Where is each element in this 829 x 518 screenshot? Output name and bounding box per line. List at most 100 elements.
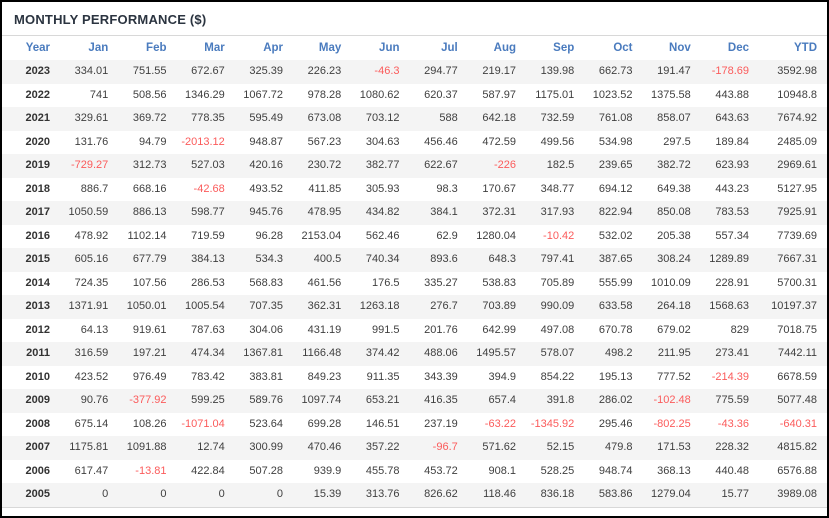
value-cell: 991.5 xyxy=(371,323,400,336)
value-cell: 493.52 xyxy=(249,182,283,195)
value-cell: -13.81 xyxy=(135,464,167,477)
table-row: 2009 90.76 -377.92 599.25 589.76 1097.74 653.2… xyxy=(2,389,827,413)
value-cell: 668.16 xyxy=(132,182,167,195)
value-cell: 348.77 xyxy=(540,182,575,195)
value-cell: 1346.29 xyxy=(184,88,225,101)
value-cell: -1071.04 xyxy=(181,417,225,430)
value-cell: 1175.01 xyxy=(535,88,575,101)
value-cell: 422.84 xyxy=(191,464,225,477)
value-cell: 176.5 xyxy=(371,276,400,289)
value-cell: -214.39 xyxy=(711,370,749,383)
value-cell: 1289.89 xyxy=(709,253,749,265)
value-cell: 662.73 xyxy=(598,65,633,77)
value-cell: 211.95 xyxy=(657,347,691,359)
value-cell: -102.48 xyxy=(653,394,691,406)
value-cell: 939.9 xyxy=(313,464,342,477)
value-cell: 62.9 xyxy=(436,229,458,242)
year-cell: 2018 xyxy=(25,182,50,195)
column-header-year: Year xyxy=(25,42,50,54)
ytd-cell: 6576.88 xyxy=(777,464,817,477)
value-cell: 703.12 xyxy=(365,112,400,124)
value-cell: 391.8 xyxy=(546,394,575,406)
value-cell: 826.62 xyxy=(424,488,458,500)
ytd-cell: 7018.75 xyxy=(777,323,817,336)
value-cell: 286.53 xyxy=(191,276,225,289)
ytd-cell: 3592.98 xyxy=(777,65,817,77)
value-cell: 578.07 xyxy=(540,347,575,359)
value-cell: 893.6 xyxy=(430,253,458,265)
value-cell: 589.76 xyxy=(249,394,283,406)
table-row: 2019 -729.27 312.73 527.03 420.16 230.72 382.7… xyxy=(2,154,827,178)
table-row: 2022 741 508.56 1346.29 1067.72 978.28 1080.62… xyxy=(2,84,827,108)
value-cell: 237.19 xyxy=(424,417,458,430)
table-body: 2023 334.01 751.55 672.67 325.39 226.23 -46.3 2… xyxy=(2,60,827,507)
value-cell: 334.01 xyxy=(74,65,109,77)
table-row: 2006 617.47 -13.81 422.84 507.28 939.9 455.78 4… xyxy=(2,460,827,484)
value-cell: 118.46 xyxy=(483,488,516,500)
value-cell: 443.88 xyxy=(715,88,749,101)
value-cell: 197.21 xyxy=(132,347,167,359)
value-cell: 1097.74 xyxy=(301,394,342,406)
value-cell: 478.95 xyxy=(307,206,342,218)
value-cell: -63.22 xyxy=(484,417,516,430)
value-cell: 836.18 xyxy=(540,488,575,500)
value-cell: 527.03 xyxy=(191,159,225,171)
value-cell: 304.63 xyxy=(365,135,400,148)
value-cell: -178.69 xyxy=(711,65,749,77)
value-cell: 605.16 xyxy=(74,253,109,265)
year-cell: 2010 xyxy=(25,370,50,383)
column-header-oct: Oct xyxy=(613,42,633,54)
value-cell: 498.2 xyxy=(604,347,633,359)
year-cell: 2009 xyxy=(25,394,50,406)
value-cell: 1050.01 xyxy=(126,300,167,312)
ytd-cell: 4815.82 xyxy=(777,441,817,453)
value-cell: 1091.88 xyxy=(126,441,167,453)
value-cell: 620.37 xyxy=(424,88,458,101)
column-header-apr: Apr xyxy=(263,42,283,54)
value-cell: 775.59 xyxy=(715,394,749,406)
value-cell: 195.13 xyxy=(598,370,633,383)
value-cell: 528.25 xyxy=(540,464,575,477)
value-cell: 797.41 xyxy=(540,253,575,265)
value-cell: 858.07 xyxy=(657,112,691,124)
value-cell: 286.02 xyxy=(598,394,633,406)
ytd-cell: 7442.11 xyxy=(778,347,817,359)
value-cell: 694.12 xyxy=(598,182,633,195)
table-row: 2005 0 0 0 0 15.39 313.76 826.62 118.46 836.18 583… xyxy=(2,483,827,507)
value-cell: 672.67 xyxy=(191,65,225,77)
value-cell: 139.98 xyxy=(540,65,575,77)
value-cell: 239.65 xyxy=(598,159,633,171)
value-cell: 657.4 xyxy=(488,394,516,406)
value-cell: 886.13 xyxy=(132,206,167,218)
value-cell: 622.67 xyxy=(424,159,458,171)
value-cell: 219.17 xyxy=(482,65,516,77)
value-cell: 534.3 xyxy=(255,253,283,265)
value-cell: 382.72 xyxy=(657,159,691,171)
table-row: 2008 675.14 108.26 -1071.04 523.64 699.28 146.… xyxy=(2,413,827,437)
value-cell: 170.67 xyxy=(482,182,516,195)
ytd-cell: 7739.69 xyxy=(777,229,817,242)
column-header-jan: Jan xyxy=(88,42,109,54)
table-row: 2021 329.61 369.72 778.35 595.49 673.08 703.12… xyxy=(2,107,827,131)
value-cell: 507.28 xyxy=(249,464,283,477)
value-cell: 230.72 xyxy=(307,159,342,171)
value-cell: 499.56 xyxy=(540,135,575,148)
value-cell: 642.99 xyxy=(482,323,516,336)
table-row: 2015 605.16 677.79 384.13 534.3 400.5 740.34 89… xyxy=(2,248,827,272)
value-cell: 171.53 xyxy=(657,441,691,453)
year-cell: 2011 xyxy=(26,347,50,359)
value-cell: 90.76 xyxy=(80,394,109,406)
value-cell: 131.76 xyxy=(74,135,109,148)
value-cell: 478.92 xyxy=(74,229,109,242)
value-cell: -2013.12 xyxy=(181,135,225,148)
value-cell: 1166.48 xyxy=(302,347,342,359)
table-header-row: Year Jan Feb Mar Apr May Jun Jul Aug Sep Oct Nov Dec… xyxy=(2,36,827,60)
column-header-may: May xyxy=(318,42,342,54)
value-cell: 919.61 xyxy=(132,323,167,336)
year-cell: 2020 xyxy=(25,135,50,148)
value-cell: 673.08 xyxy=(307,112,342,124)
value-cell: 488.06 xyxy=(424,347,458,359)
value-cell: 400.5 xyxy=(313,253,342,265)
value-cell: 372.31 xyxy=(482,206,516,218)
